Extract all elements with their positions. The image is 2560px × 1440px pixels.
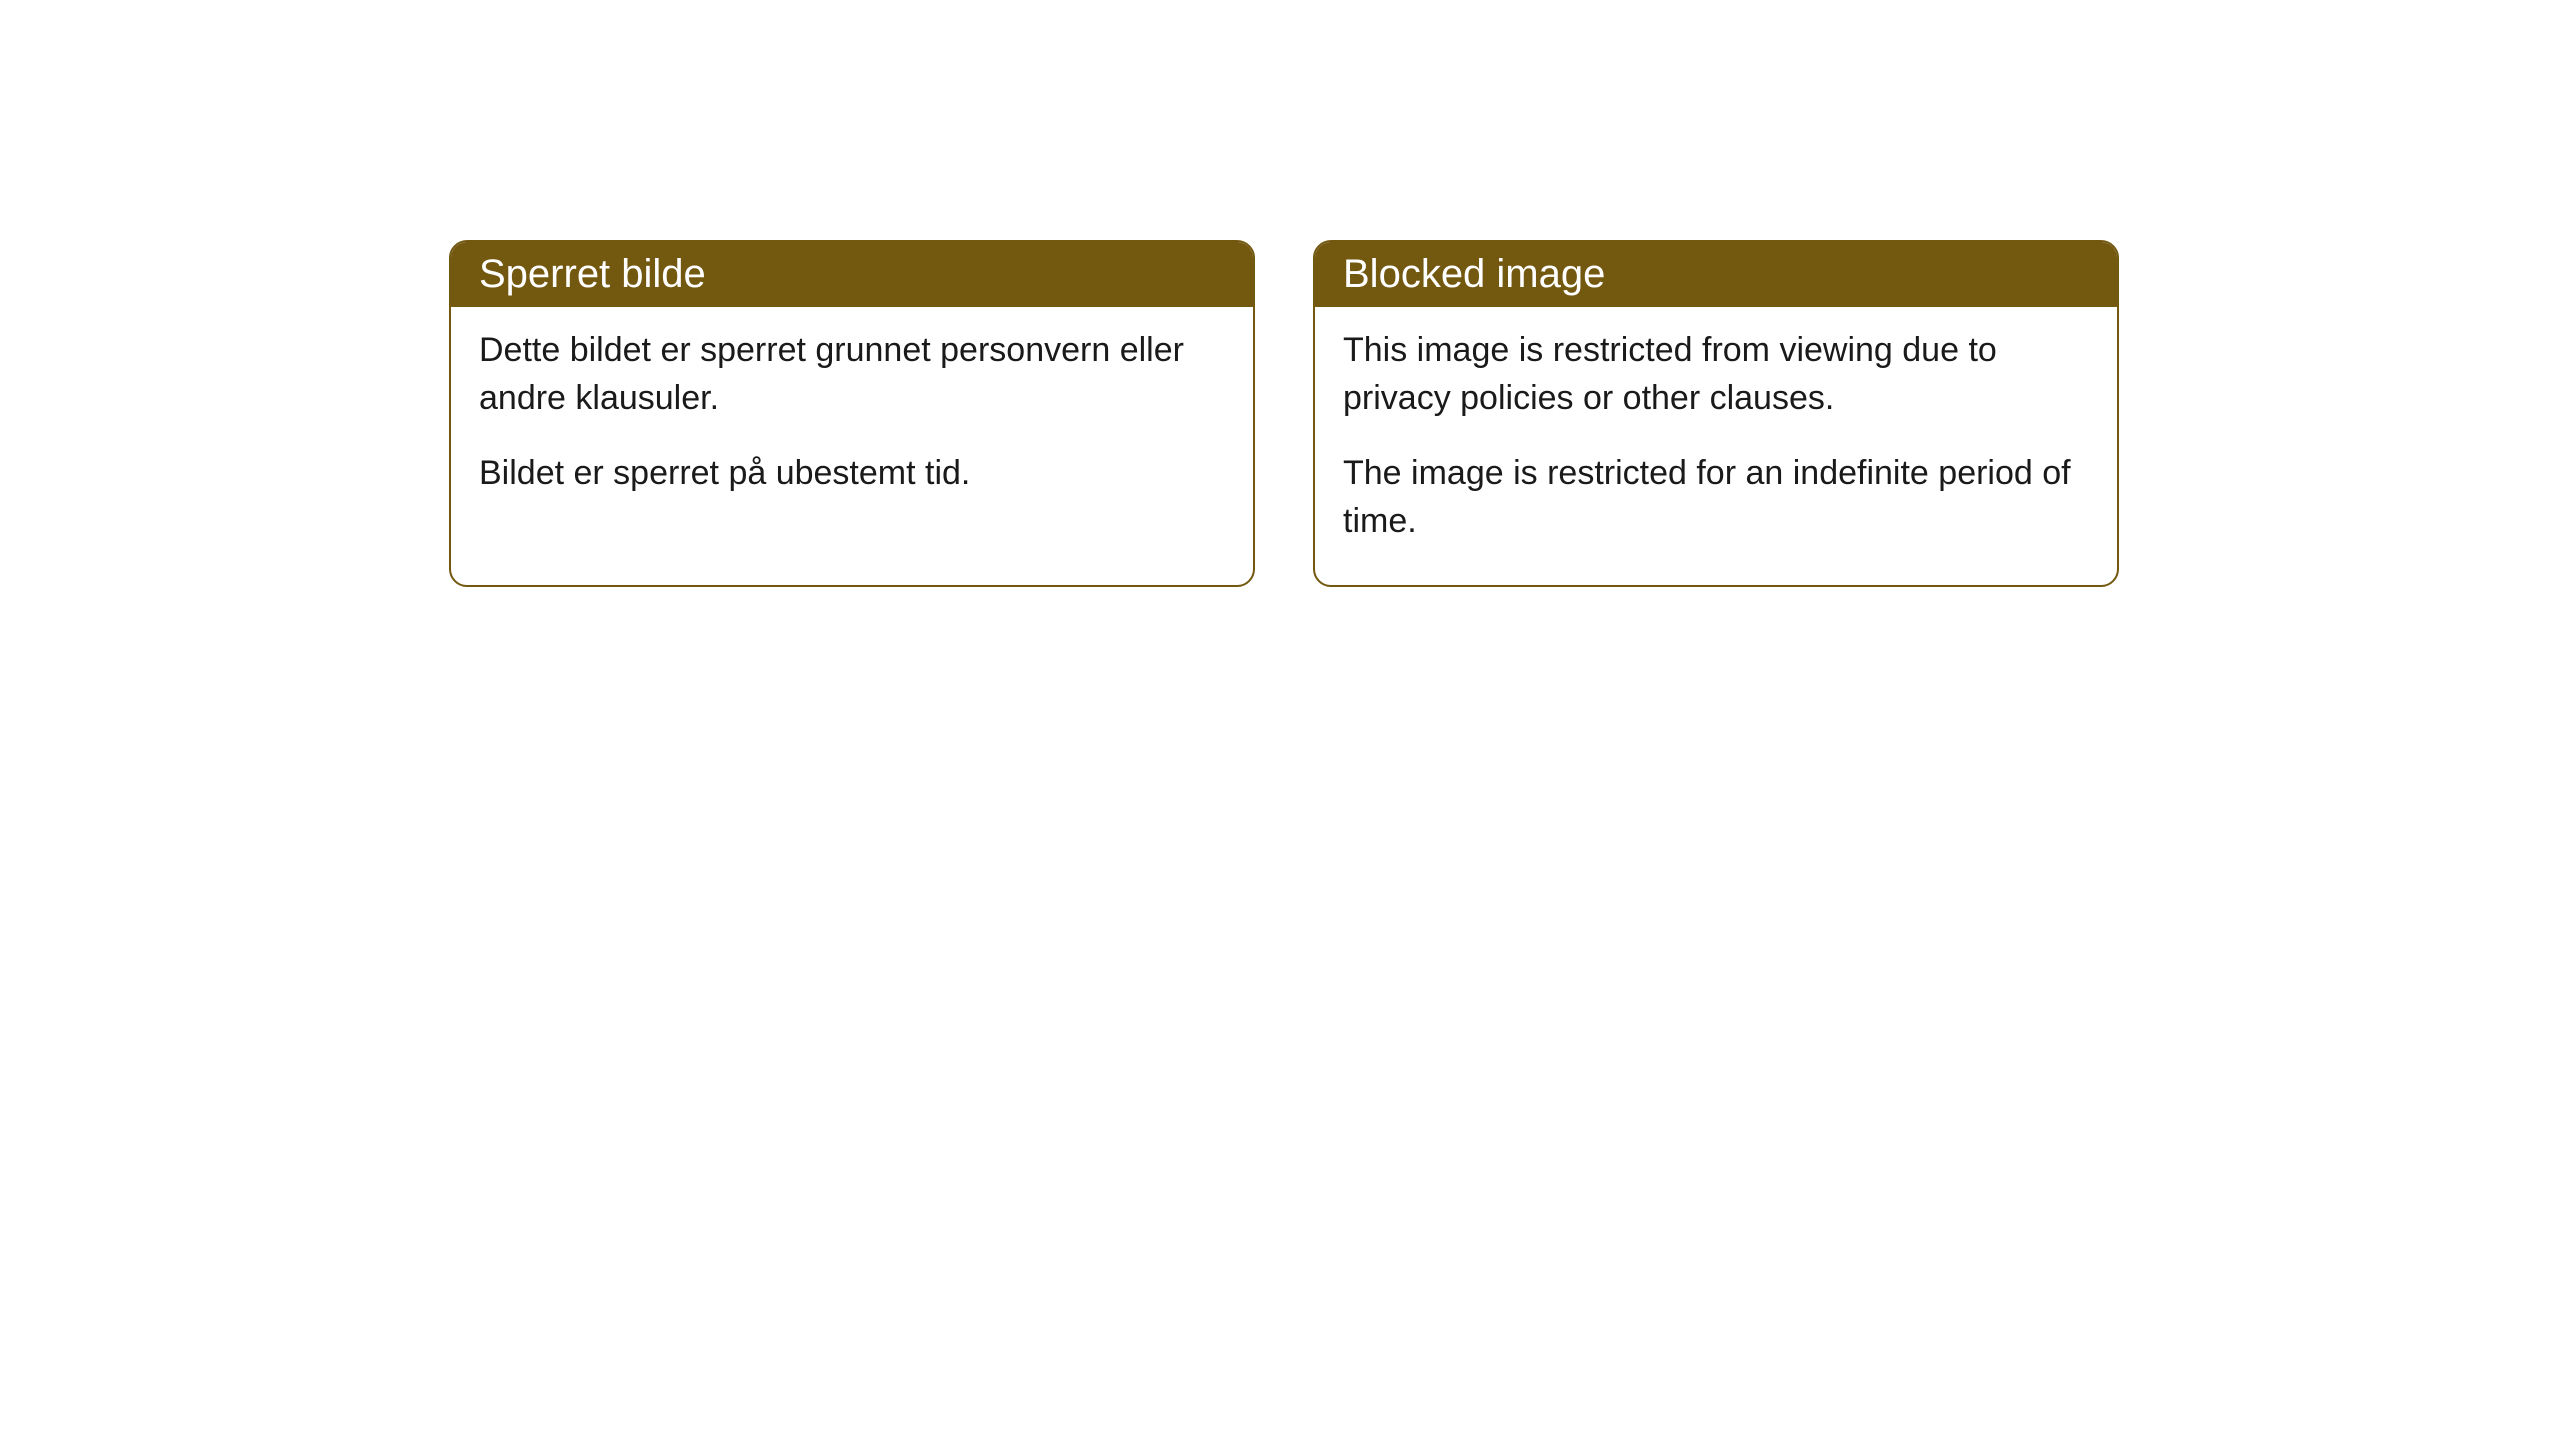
card-paragraph-1: This image is restricted from viewing du… xyxy=(1343,327,2089,422)
card-body-norwegian: Dette bildet er sperret grunnet personve… xyxy=(451,307,1253,538)
notice-cards-container: Sperret bilde Dette bildet er sperret gr… xyxy=(449,240,2119,587)
card-header-norwegian: Sperret bilde xyxy=(451,242,1253,307)
card-body-english: This image is restricted from viewing du… xyxy=(1315,307,2117,585)
card-title: Sperret bilde xyxy=(479,252,706,296)
card-header-english: Blocked image xyxy=(1315,242,2117,307)
card-paragraph-1: Dette bildet er sperret grunnet personve… xyxy=(479,327,1225,422)
blocked-image-card-norwegian: Sperret bilde Dette bildet er sperret gr… xyxy=(449,240,1255,587)
card-paragraph-2: Bildet er sperret på ubestemt tid. xyxy=(479,450,1225,498)
card-title: Blocked image xyxy=(1343,252,1605,296)
card-paragraph-2: The image is restricted for an indefinit… xyxy=(1343,450,2089,545)
blocked-image-card-english: Blocked image This image is restricted f… xyxy=(1313,240,2119,587)
